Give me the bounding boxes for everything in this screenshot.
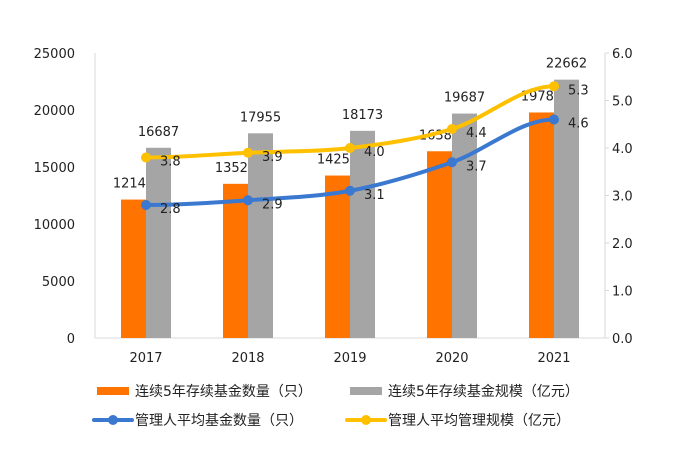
right-tick-label: 6.0 <box>612 47 633 62</box>
left-tick-label: 15000 <box>34 161 75 176</box>
x-tick-label: 2021 <box>537 351 570 366</box>
line-point <box>549 114 559 125</box>
bar-data-label: 13523 <box>215 161 256 176</box>
left-tick-label: 20000 <box>34 104 75 119</box>
legend-label: 管理人平均基金数量（只） <box>135 412 303 429</box>
line-data-label: 5.3 <box>568 83 589 98</box>
line-point <box>243 195 253 206</box>
bar-data-label: 12143 <box>113 177 154 192</box>
bar-data-label: 16687 <box>138 125 179 140</box>
line-point <box>243 147 253 158</box>
bar-data-label: 19783 <box>521 89 562 104</box>
right-tick-label: 1.0 <box>612 285 633 300</box>
x-tick-label: 2020 <box>435 351 468 366</box>
right-tick-label: 0.0 <box>612 332 633 347</box>
line-data-label: 3.8 <box>160 155 181 170</box>
line-data-label: 3.9 <box>262 150 283 165</box>
line-point <box>345 143 355 153</box>
legend-marker <box>361 415 371 425</box>
bar-scale <box>248 133 273 338</box>
bar-count <box>529 112 554 338</box>
line-data-label: 4.0 <box>364 145 385 160</box>
line-data-label: 4.6 <box>568 117 589 132</box>
line-point <box>447 124 457 134</box>
line-point <box>447 157 457 168</box>
legend-swatch <box>97 387 129 395</box>
line-point <box>549 81 559 92</box>
line-data-label: 3.1 <box>364 188 385 203</box>
left-tick-label: 0 <box>67 332 75 347</box>
legend-label: 管理人平均管理规模（亿元） <box>388 413 570 429</box>
legend-label: 连续5年存续基金规模（亿元） <box>388 383 579 400</box>
x-tick-label: 2018 <box>231 351 264 366</box>
bar-scale <box>146 147 171 338</box>
line-point <box>141 152 151 163</box>
bar-data-label: 17955 <box>240 110 281 125</box>
bar-data-label: 14251 <box>317 153 358 168</box>
bar-data-label: 22662 <box>546 57 587 72</box>
bar-count <box>121 199 146 338</box>
left-tick-label: 25000 <box>34 47 75 62</box>
bar-count <box>223 183 248 338</box>
bar-data-label: 19687 <box>444 91 485 106</box>
line-data-label: 2.8 <box>160 202 181 217</box>
right-tick-label: 3.0 <box>612 190 633 205</box>
line-data-label: 3.7 <box>466 159 487 174</box>
line-data-label: 2.9 <box>262 197 283 212</box>
line-point <box>141 200 151 210</box>
bar-scale <box>554 79 579 338</box>
legend-label: 连续5年存续基金数量（只） <box>135 383 312 400</box>
bar-data-label: 18173 <box>342 108 383 123</box>
bar-count <box>427 151 452 338</box>
right-tick-label: 2.0 <box>612 237 633 252</box>
bar-scale <box>452 113 477 338</box>
x-tick-label: 2017 <box>129 351 162 366</box>
left-tick-label: 10000 <box>34 218 75 233</box>
bar-count <box>325 175 350 338</box>
left-tick-label: 5000 <box>42 275 75 290</box>
legend-marker <box>108 415 118 425</box>
x-tick-label: 2019 <box>333 351 366 366</box>
legend-swatch <box>350 387 382 395</box>
right-tick-label: 5.0 <box>612 95 633 110</box>
bar-scale <box>350 130 375 338</box>
line-point <box>345 185 355 196</box>
right-tick-label: 4.0 <box>612 142 633 157</box>
line-data-label: 4.4 <box>466 126 487 141</box>
